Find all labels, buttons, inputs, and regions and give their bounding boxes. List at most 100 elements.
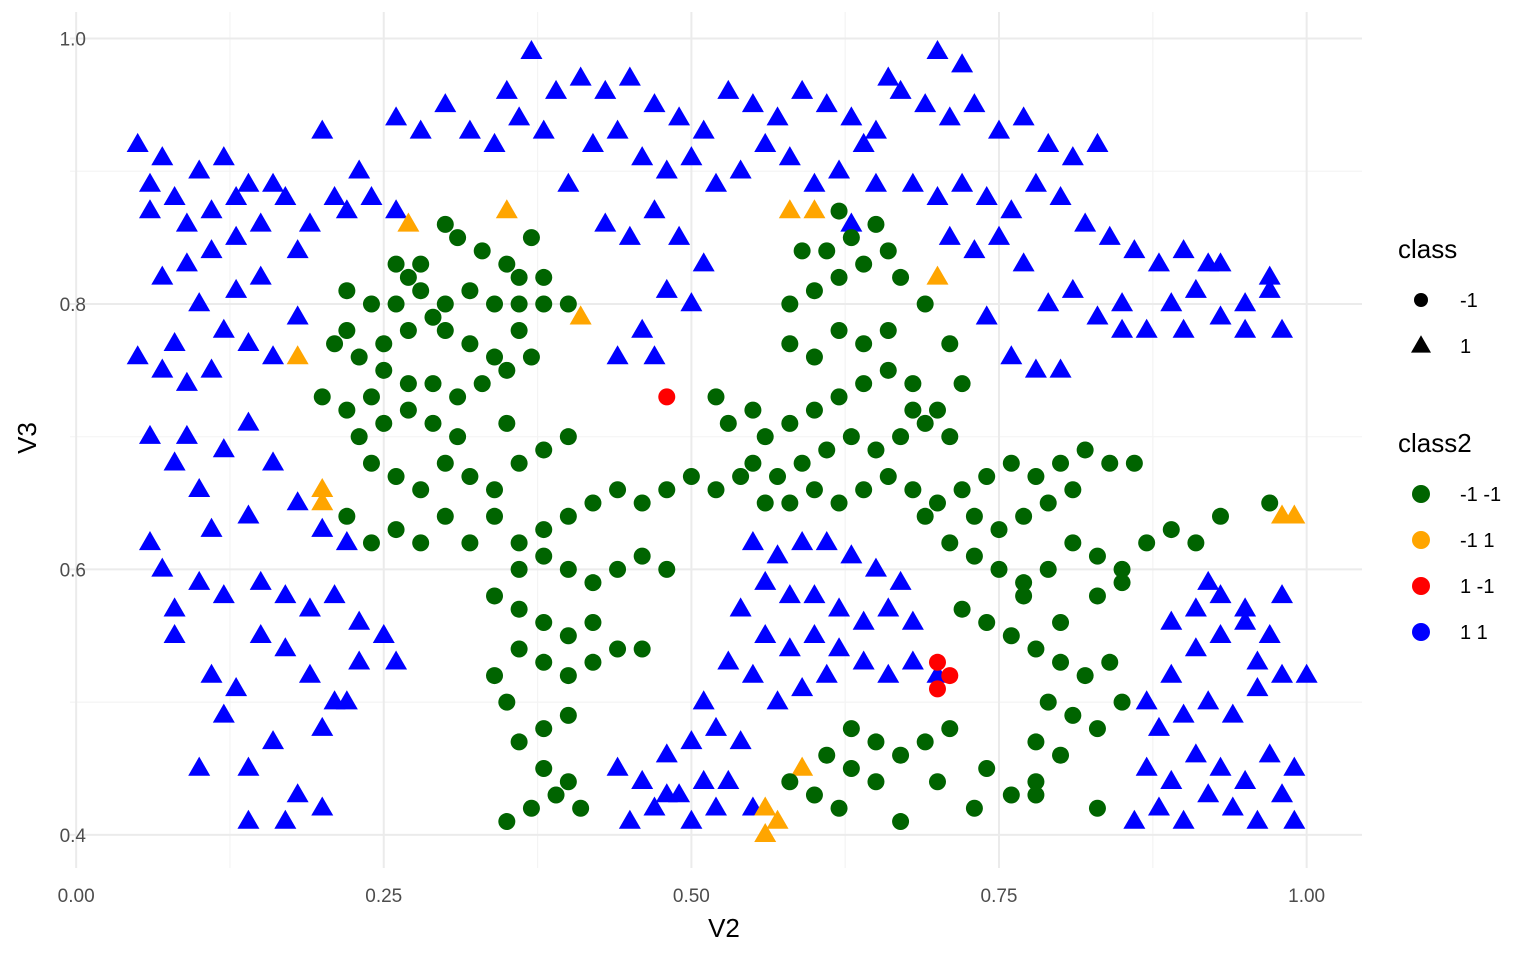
triangle-point — [692, 119, 715, 139]
triangle-point — [631, 769, 654, 789]
circle-point — [1015, 587, 1033, 605]
circle-point — [842, 428, 860, 446]
triangle-point — [569, 66, 592, 86]
circle-point — [941, 720, 959, 738]
legend-label: 1 -1 — [1460, 576, 1494, 598]
circle-point — [732, 467, 750, 485]
triangle-point — [311, 491, 334, 511]
triangle-point — [175, 424, 198, 444]
triangle-point — [926, 185, 949, 206]
triangle-point — [655, 159, 678, 179]
circle-point — [535, 759, 553, 777]
circle-point — [559, 560, 577, 578]
circle-point — [338, 507, 356, 525]
triangle-point — [705, 716, 727, 736]
triangle-point — [237, 809, 260, 829]
triangle-point — [175, 252, 198, 272]
triangle-point — [1160, 292, 1183, 312]
triangle-point — [262, 345, 285, 365]
circle-point — [486, 481, 504, 499]
triangle-point — [348, 159, 371, 179]
circle-point — [510, 640, 528, 658]
triangle-point — [311, 119, 334, 139]
triangle-point — [323, 584, 346, 604]
circle-point — [879, 467, 897, 485]
triangle-point — [668, 106, 691, 126]
x-tick-label: 0.75 — [981, 886, 1018, 907]
circle-point — [1088, 587, 1106, 605]
circle-point — [584, 494, 602, 512]
circle-point — [486, 587, 504, 605]
circle-point — [867, 773, 885, 791]
circle-point — [904, 375, 922, 393]
circle-point — [559, 627, 577, 645]
circle-point — [1027, 786, 1045, 804]
triangle-point — [372, 623, 395, 643]
circle-point — [719, 414, 737, 432]
triangle-point — [1283, 756, 1306, 776]
triangle-point — [249, 623, 272, 643]
triangle-point — [618, 66, 641, 86]
triangle-point — [914, 93, 937, 113]
triangle-point — [1246, 650, 1269, 670]
circle-point — [916, 733, 934, 751]
circle-point — [486, 667, 504, 685]
triangle-point — [1147, 252, 1170, 272]
circle-point — [1076, 667, 1094, 685]
circle-point — [892, 813, 910, 831]
circle-point — [510, 733, 528, 751]
circle-point — [928, 401, 946, 419]
triangle-point — [151, 146, 174, 166]
triangle-point — [151, 557, 174, 577]
triangle-point — [545, 79, 568, 99]
triangle-point — [1012, 106, 1035, 126]
triangle-point — [1197, 783, 1220, 803]
circle-point — [572, 799, 590, 817]
triangle-point — [311, 517, 334, 537]
triangle-point — [1160, 663, 1183, 683]
circle-point — [461, 467, 479, 485]
triangle-point — [495, 199, 518, 219]
circle-point — [535, 547, 553, 565]
circle-point — [1002, 454, 1020, 472]
triangle-point — [717, 650, 740, 670]
triangle-point — [754, 570, 777, 590]
triangle-point — [1221, 703, 1244, 723]
data-points — [126, 40, 1318, 843]
triangle-point — [385, 106, 408, 126]
triangle-point — [988, 225, 1011, 245]
triangle-point — [1160, 610, 1183, 630]
circle-point — [1088, 799, 1106, 817]
legend-key-color — [1412, 623, 1430, 641]
triangle-point — [1209, 623, 1232, 643]
triangle-point — [262, 451, 285, 471]
triangle-point — [1234, 292, 1257, 312]
triangle-point — [1049, 358, 1072, 378]
triangle-point — [926, 265, 949, 285]
circle-point — [879, 361, 897, 379]
circle-point — [892, 746, 910, 764]
circle-point — [805, 481, 823, 499]
circle-point — [436, 507, 454, 525]
circle-point — [486, 348, 504, 366]
triangle-point — [754, 796, 777, 816]
triangle-point — [815, 663, 838, 683]
triangle-point — [692, 690, 715, 710]
triangle-point — [618, 225, 641, 245]
triangle-point — [1271, 318, 1294, 338]
circle-point — [399, 322, 417, 340]
triangle-point — [274, 185, 297, 206]
triangle-point — [163, 331, 186, 352]
triangle-point — [791, 756, 814, 776]
circle-point — [535, 613, 553, 631]
circle-point — [1052, 613, 1070, 631]
triangle-point — [138, 199, 161, 219]
circle-point — [609, 560, 627, 578]
circle-point — [1261, 494, 1279, 512]
circle-point — [436, 215, 454, 233]
triangle-point — [151, 265, 174, 285]
triangle-point — [212, 703, 235, 723]
circle-point — [830, 322, 848, 340]
triangle-point — [594, 212, 617, 232]
triangle-point — [680, 146, 703, 166]
